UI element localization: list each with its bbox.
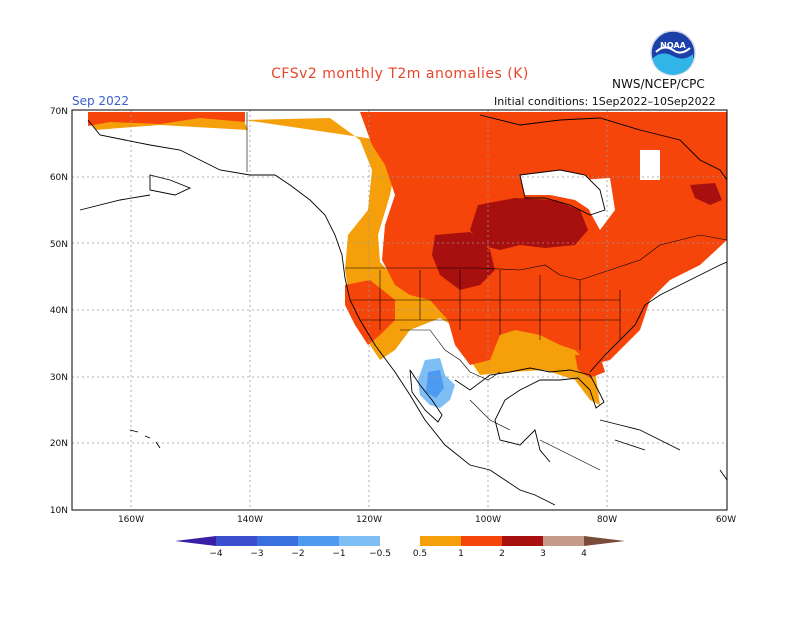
colorbar-tick: −3 [250,549,263,559]
colorbar-tick: −4 [209,549,223,559]
colorbar-cell [461,536,502,546]
colorbar-cell [380,536,420,546]
latitude-labels: 70N 60N 50N 40N 30N 20N 10N [50,107,68,516]
lon-label: 120W [356,515,382,525]
lon-label: 100W [475,515,501,525]
colorbar-tick: −1 [332,549,345,559]
lat-label: 10N [50,506,68,516]
colorbar-cell [339,536,380,546]
anomaly-field [88,112,727,408]
anomaly-region-2-3 [470,198,588,250]
colorbar-tick: −0.5 [369,549,391,559]
colorbar-tick: 2 [499,549,505,559]
longitude-labels: 160W 140W 120W 100W 80W 60W [118,515,736,525]
anomaly-region-0.5-1 [245,118,600,405]
colorbar-cell [298,536,339,546]
svg-text:NOAA: NOAA [660,41,686,50]
initial-conditions: Initial conditions: 1Sep2022–10Sep2022 [494,95,716,108]
colorbar-cell [257,536,298,546]
noaa-logo-icon: NOAA [650,30,696,76]
colorbar-tick: −2 [291,549,304,559]
lon-label: 80W [597,515,617,525]
colorbar-tick: 4 [581,549,587,559]
lat-label: 70N [50,107,68,117]
colorbar-cell [502,536,543,546]
graticule [72,110,727,510]
colorbar-arrow-low [175,536,216,546]
lon-label: 60W [716,515,736,525]
colorbar-tick: 3 [540,549,546,559]
forecast-period: Sep 2022 [72,94,129,108]
colorbar-arrow-high [584,536,625,546]
lat-label: 60N [50,173,68,183]
colorbar-cell [543,536,584,546]
map-title: CFSv2 monthly T2m anomalies (K) [271,66,529,82]
org-label: NWS/NCEP/CPC [612,77,705,91]
lon-label: 160W [118,515,144,525]
colorbar: −4 −3 −2 −1 −0.5 0.5 1 2 3 4 [175,536,625,559]
map-frame [71,109,728,511]
lon-label: 140W [237,515,263,525]
colorbar-tick: 1 [458,549,464,559]
colorbar-cell [420,536,461,546]
borders [246,112,727,471]
lat-label: 40N [50,306,68,316]
lat-label: 50N [50,240,68,250]
colorbar-tick: 0.5 [413,549,427,559]
lat-label: 20N [50,439,68,449]
coastlines [79,114,727,506]
lat-label: 30N [50,373,68,383]
colorbar-cell [216,536,257,546]
